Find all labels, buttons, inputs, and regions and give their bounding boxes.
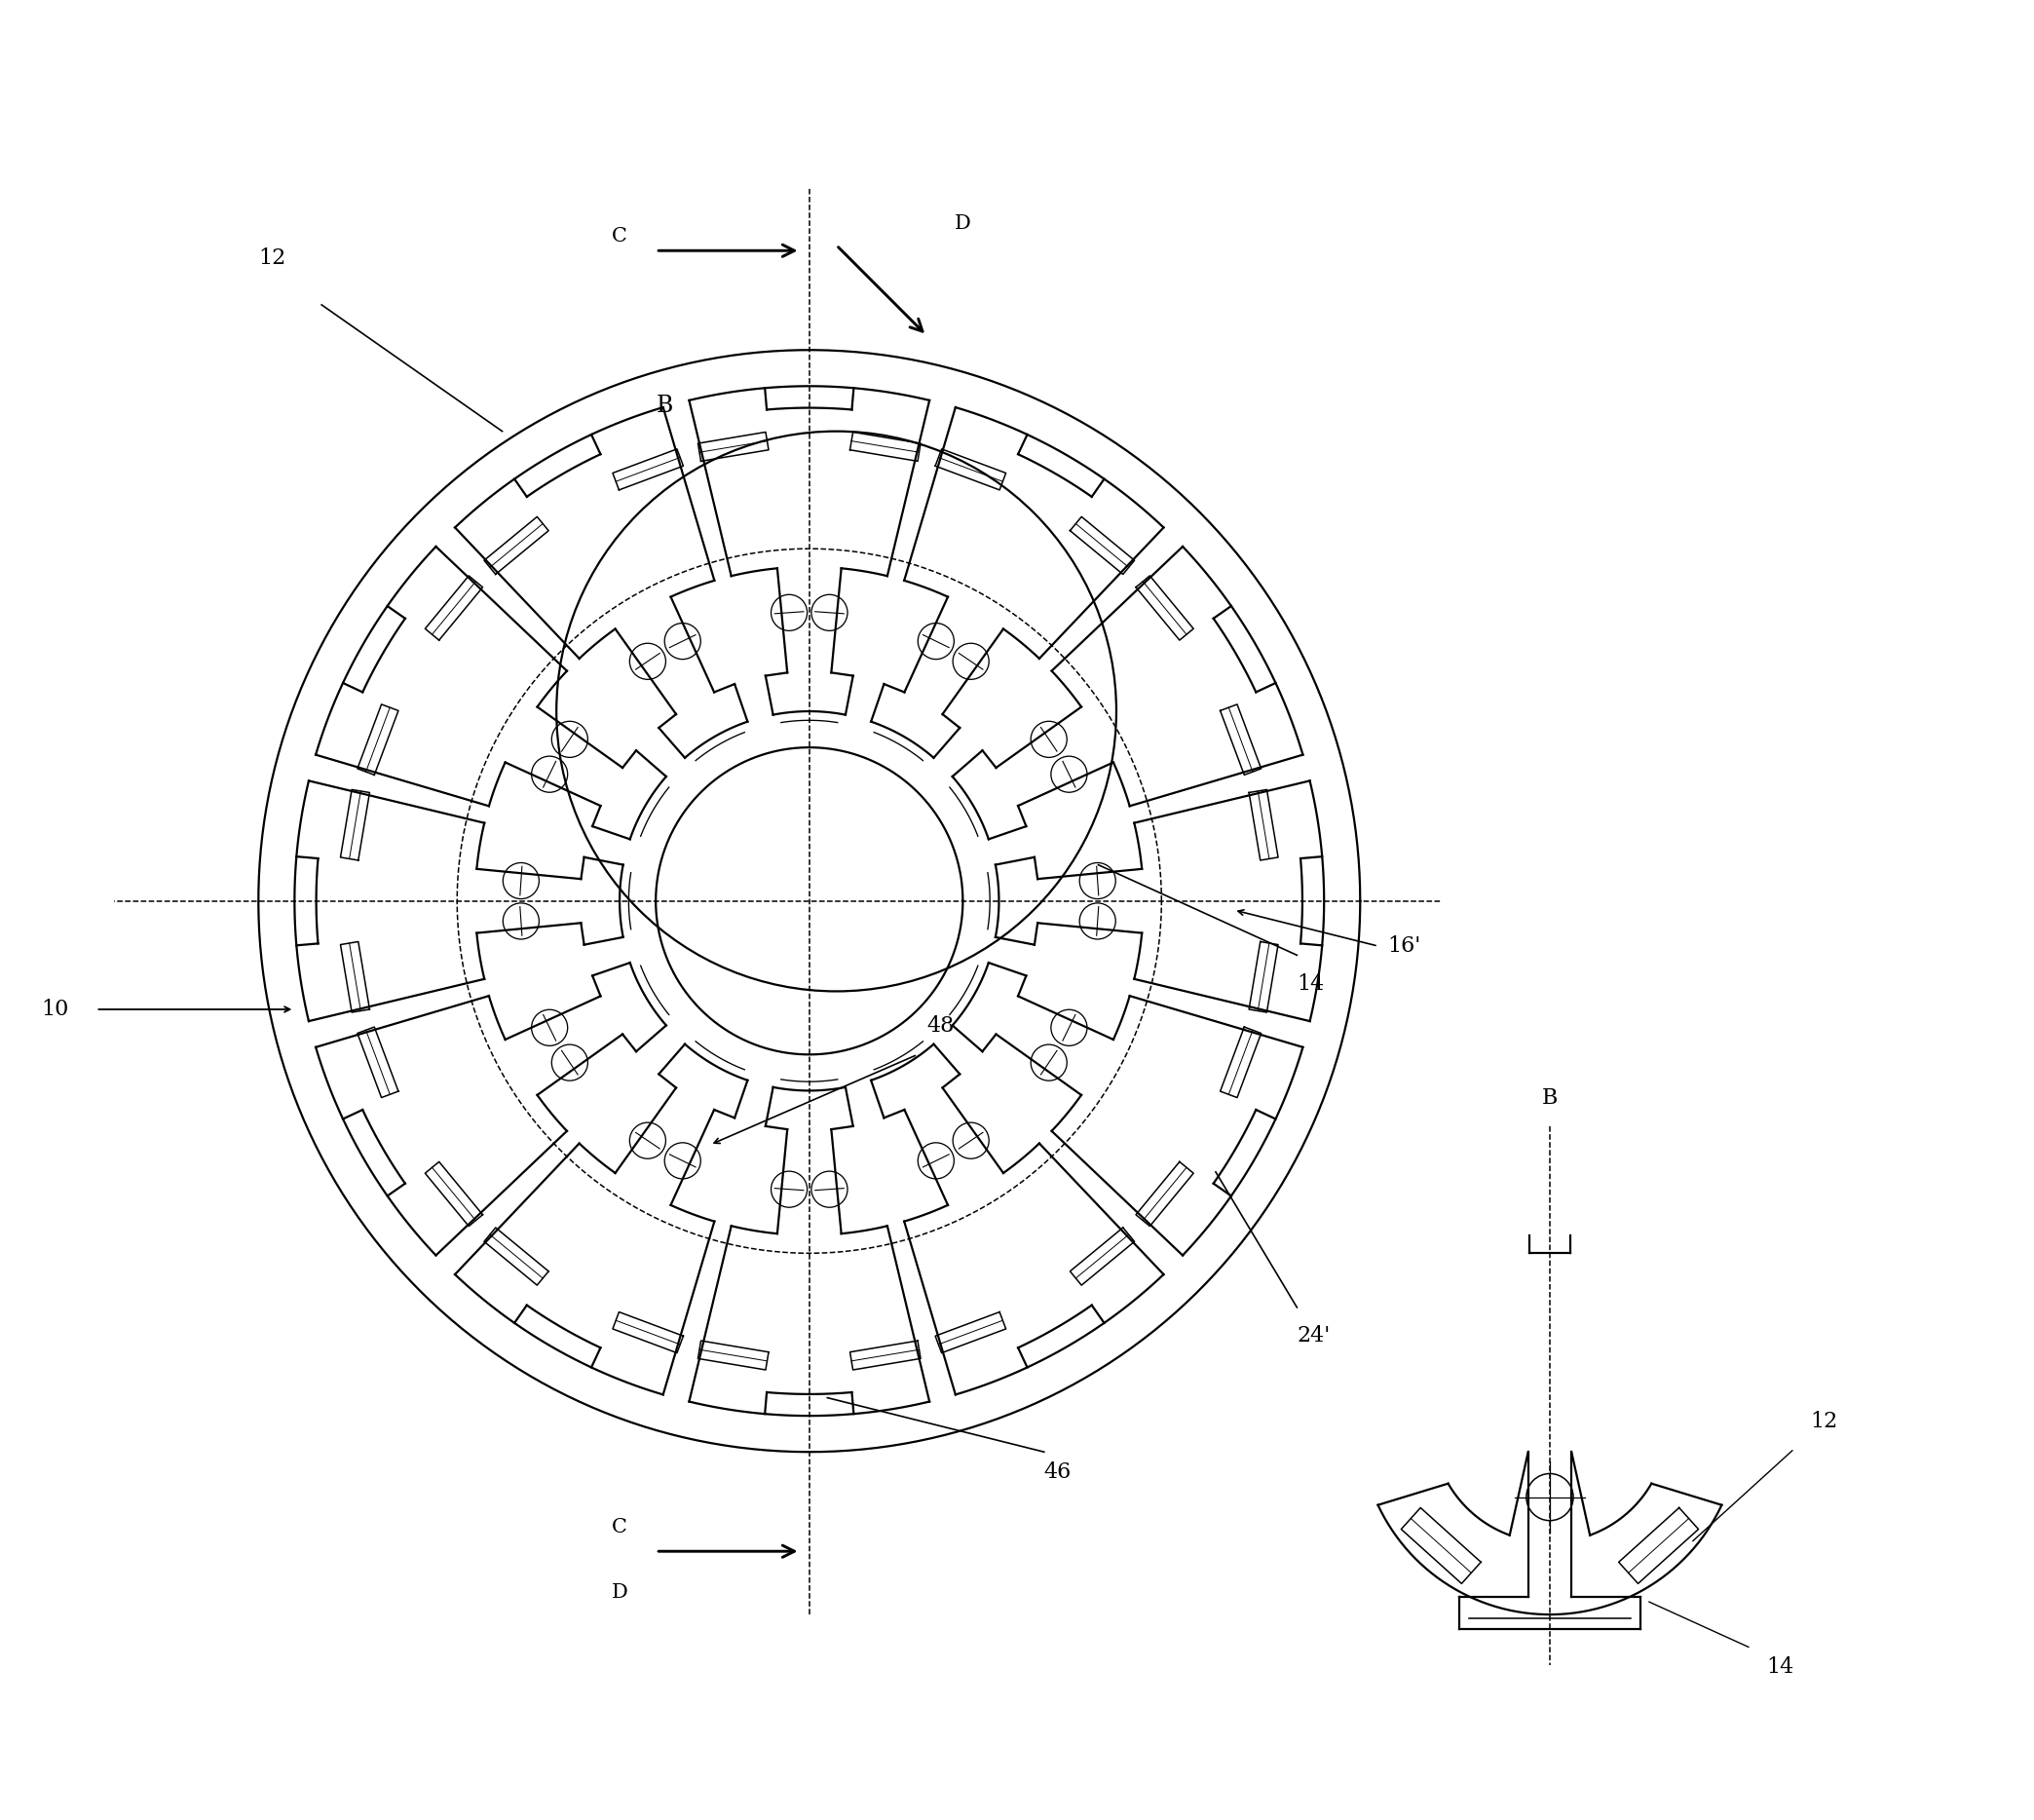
Text: D: D <box>954 215 970 233</box>
Text: 48: 48 <box>928 1016 954 1036</box>
Text: 16': 16' <box>1387 935 1420 957</box>
Text: D: D <box>612 1583 629 1602</box>
Text: 14: 14 <box>1768 1656 1794 1678</box>
Text: 24': 24' <box>1298 1325 1330 1347</box>
Text: 12: 12 <box>1810 1410 1839 1432</box>
Text: 10: 10 <box>41 999 69 1019</box>
Text: B: B <box>657 395 673 417</box>
Text: B: B <box>1542 1087 1558 1108</box>
Text: 12: 12 <box>258 248 285 269</box>
Text: 14: 14 <box>1298 974 1324 996</box>
Text: C: C <box>612 1518 626 1536</box>
Text: 46: 46 <box>1043 1461 1072 1483</box>
Text: C: C <box>612 228 626 246</box>
